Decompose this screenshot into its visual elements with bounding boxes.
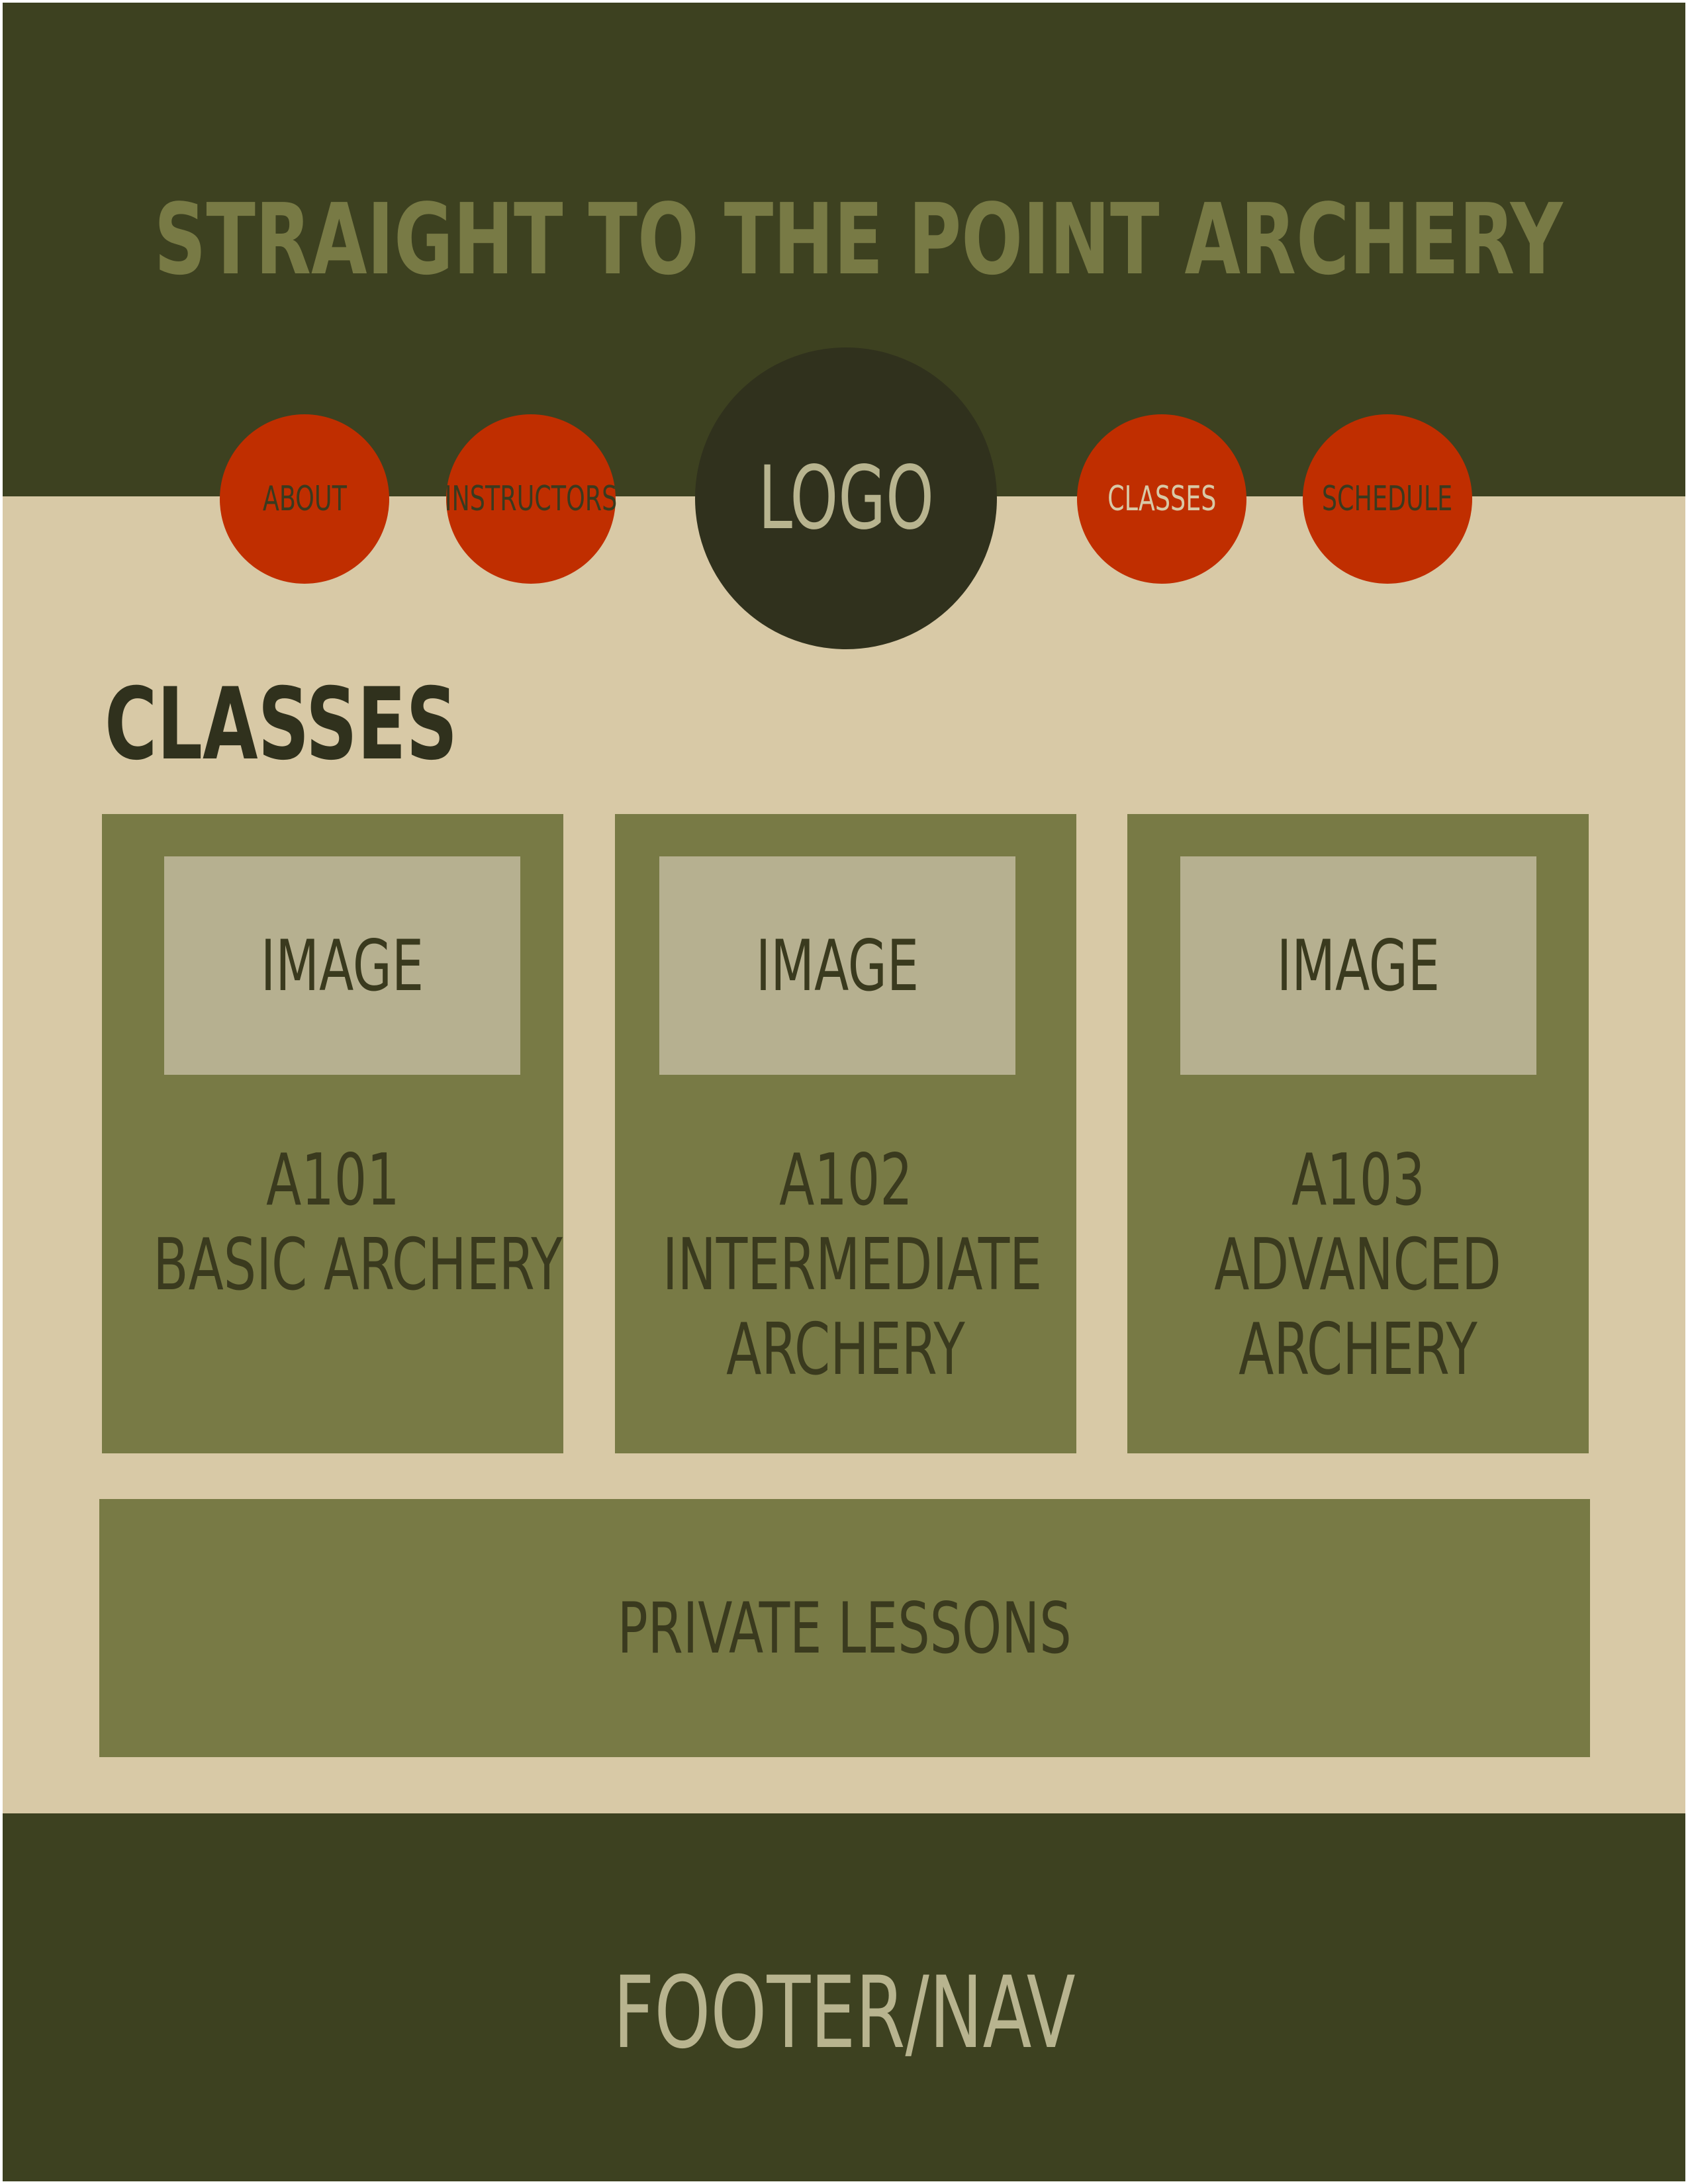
class-card-a102[interactable]: IMAGE A102 INTERMEDIATE ARCHERY: [615, 814, 1076, 1453]
nav-about-label: ABOUT: [262, 479, 347, 519]
class-name-line: ARCHERY: [726, 1308, 965, 1391]
class-name-line: ARCHERY: [1239, 1308, 1477, 1391]
class-image-placeholder: IMAGE: [164, 856, 520, 1075]
site-title: STRAIGHT TO THE POINT ARCHERY: [154, 183, 1563, 296]
nav-about-button[interactable]: ABOUT: [220, 414, 389, 584]
nav-classes-button[interactable]: CLASSES: [1077, 414, 1246, 584]
image-placeholder-label: IMAGE: [755, 925, 919, 1007]
nav-schedule-button[interactable]: SCHEDULE: [1303, 414, 1472, 584]
logo[interactable]: LOGO: [695, 347, 997, 649]
image-placeholder-label: IMAGE: [1276, 925, 1440, 1007]
nav-classes-label: CLASSES: [1107, 479, 1217, 519]
image-placeholder-label: IMAGE: [260, 925, 424, 1007]
class-info: A102 INTERMEDIATE ARCHERY: [615, 1138, 1076, 1392]
class-name-line: BASIC ARCHERY: [153, 1224, 563, 1306]
private-lessons-banner[interactable]: PRIVATE LESSONS: [99, 1499, 1590, 1757]
class-name-line: INTERMEDIATE: [662, 1224, 1043, 1306]
class-info: A101 BASIC ARCHERY: [102, 1138, 563, 1308]
class-card-a101[interactable]: IMAGE A101 BASIC ARCHERY: [102, 814, 563, 1453]
class-image-placeholder: IMAGE: [1180, 856, 1536, 1075]
nav-schedule-label: SCHEDULE: [1322, 479, 1453, 519]
footer: FOOTER/NAV: [3, 1813, 1685, 2181]
class-image-placeholder: IMAGE: [659, 856, 1015, 1075]
class-card-a103[interactable]: IMAGE A103 ADVANCED ARCHERY: [1127, 814, 1589, 1453]
private-lessons-label: PRIVATE LESSONS: [618, 1587, 1072, 1669]
class-code: A101: [265, 1139, 400, 1222]
class-code: A102: [778, 1139, 913, 1222]
nav-instructors-button[interactable]: INSTRUCTORS: [444, 414, 618, 584]
footer-label-text: FOOTER/NAV: [612, 1956, 1076, 2071]
class-name-line: ADVANCED: [1214, 1224, 1502, 1306]
logo-label: LOGO: [758, 447, 934, 549]
footer-nav-label: FOOTER/NAV: [555, 1960, 1133, 2066]
class-info: A103 ADVANCED ARCHERY: [1127, 1138, 1589, 1392]
section-title: CLASSES: [105, 667, 458, 782]
class-code: A103: [1291, 1139, 1425, 1222]
nav-instructors-label: INSTRUCTORS: [444, 479, 618, 519]
